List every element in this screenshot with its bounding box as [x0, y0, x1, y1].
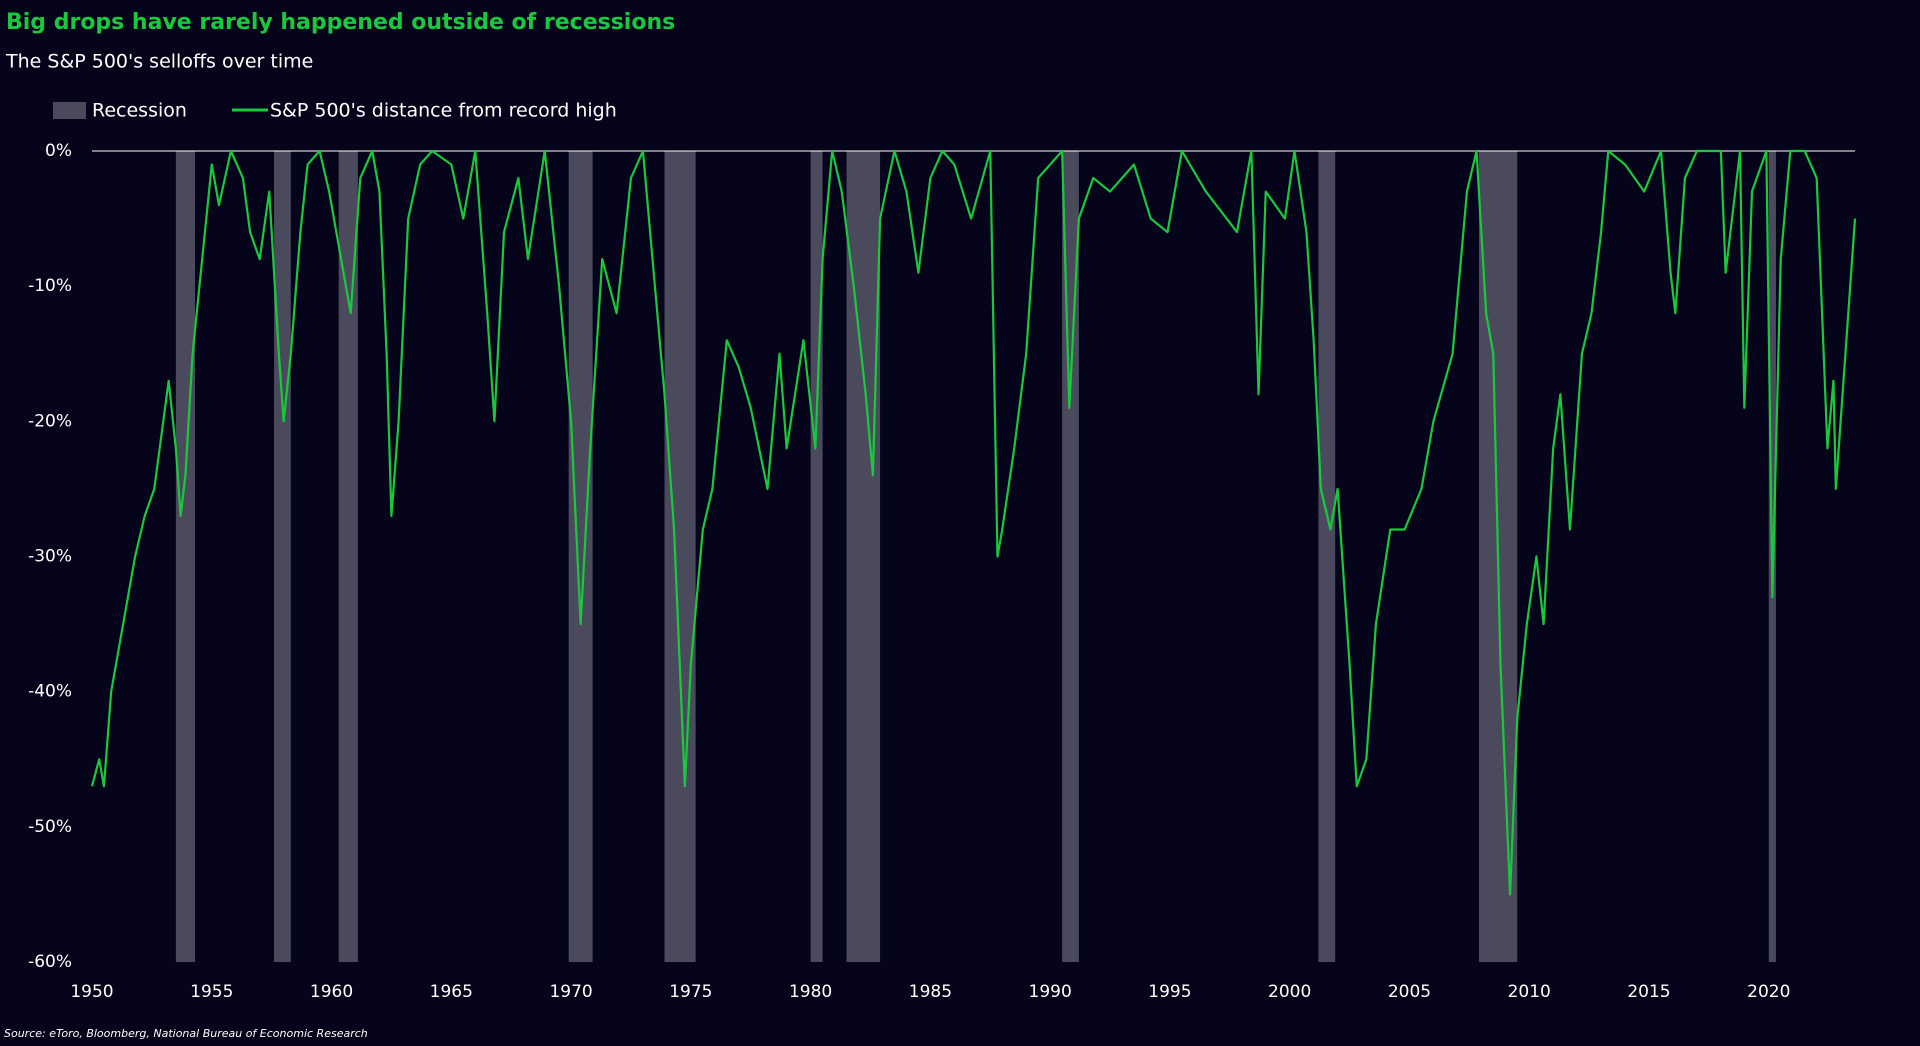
x-tick-label: 2000	[1268, 982, 1311, 1002]
x-tick-label: 1960	[310, 982, 353, 1002]
x-tick-label: 1975	[669, 982, 712, 1002]
recession-band	[810, 151, 823, 962]
x-tick-label: 2020	[1747, 982, 1790, 1002]
x-tick-label: 1970	[549, 982, 592, 1002]
recession-band	[274, 151, 291, 962]
y-tick-label: -40%	[28, 682, 72, 702]
recession-band	[338, 151, 358, 962]
chart-title: Big drops have rarely happened outside o…	[6, 10, 675, 35]
recession-band	[846, 151, 881, 962]
x-tick-label: 1980	[789, 982, 832, 1002]
recession-band	[175, 151, 196, 962]
recession-band	[568, 151, 593, 962]
legend-label: S&P 500's distance from record high	[270, 100, 617, 122]
x-tick-label: 1965	[430, 982, 473, 1002]
x-tick-label: 1995	[1148, 982, 1191, 1002]
chart-subtitle: The S&P 500's selloffs over time	[5, 51, 313, 73]
x-tick-label: 2005	[1388, 982, 1431, 1002]
recession-band	[664, 151, 696, 962]
recession-band	[1062, 151, 1079, 962]
x-tick-label: 1985	[909, 982, 952, 1002]
y-tick-label: -50%	[28, 817, 72, 837]
legend-label: Recession	[92, 100, 187, 122]
line-series	[90, 149, 1857, 896]
y-tick-label: -60%	[28, 952, 72, 972]
y-tick-label: -30%	[28, 547, 72, 567]
y-tick-label: 0%	[45, 141, 72, 161]
x-tick-label: 1950	[70, 982, 113, 1002]
y-tick-label: -20%	[28, 411, 72, 431]
x-tick-label: 2015	[1627, 982, 1670, 1002]
x-tick-label: 2010	[1508, 982, 1551, 1002]
legend-swatch	[53, 102, 86, 119]
y-tick-label: -10%	[28, 276, 72, 296]
recession-band	[1318, 151, 1336, 962]
x-tick-label: 1990	[1029, 982, 1072, 1002]
source-note: Source: eToro, Bloomberg, National Burea…	[4, 1027, 368, 1040]
x-tick-label: 1955	[190, 982, 233, 1002]
